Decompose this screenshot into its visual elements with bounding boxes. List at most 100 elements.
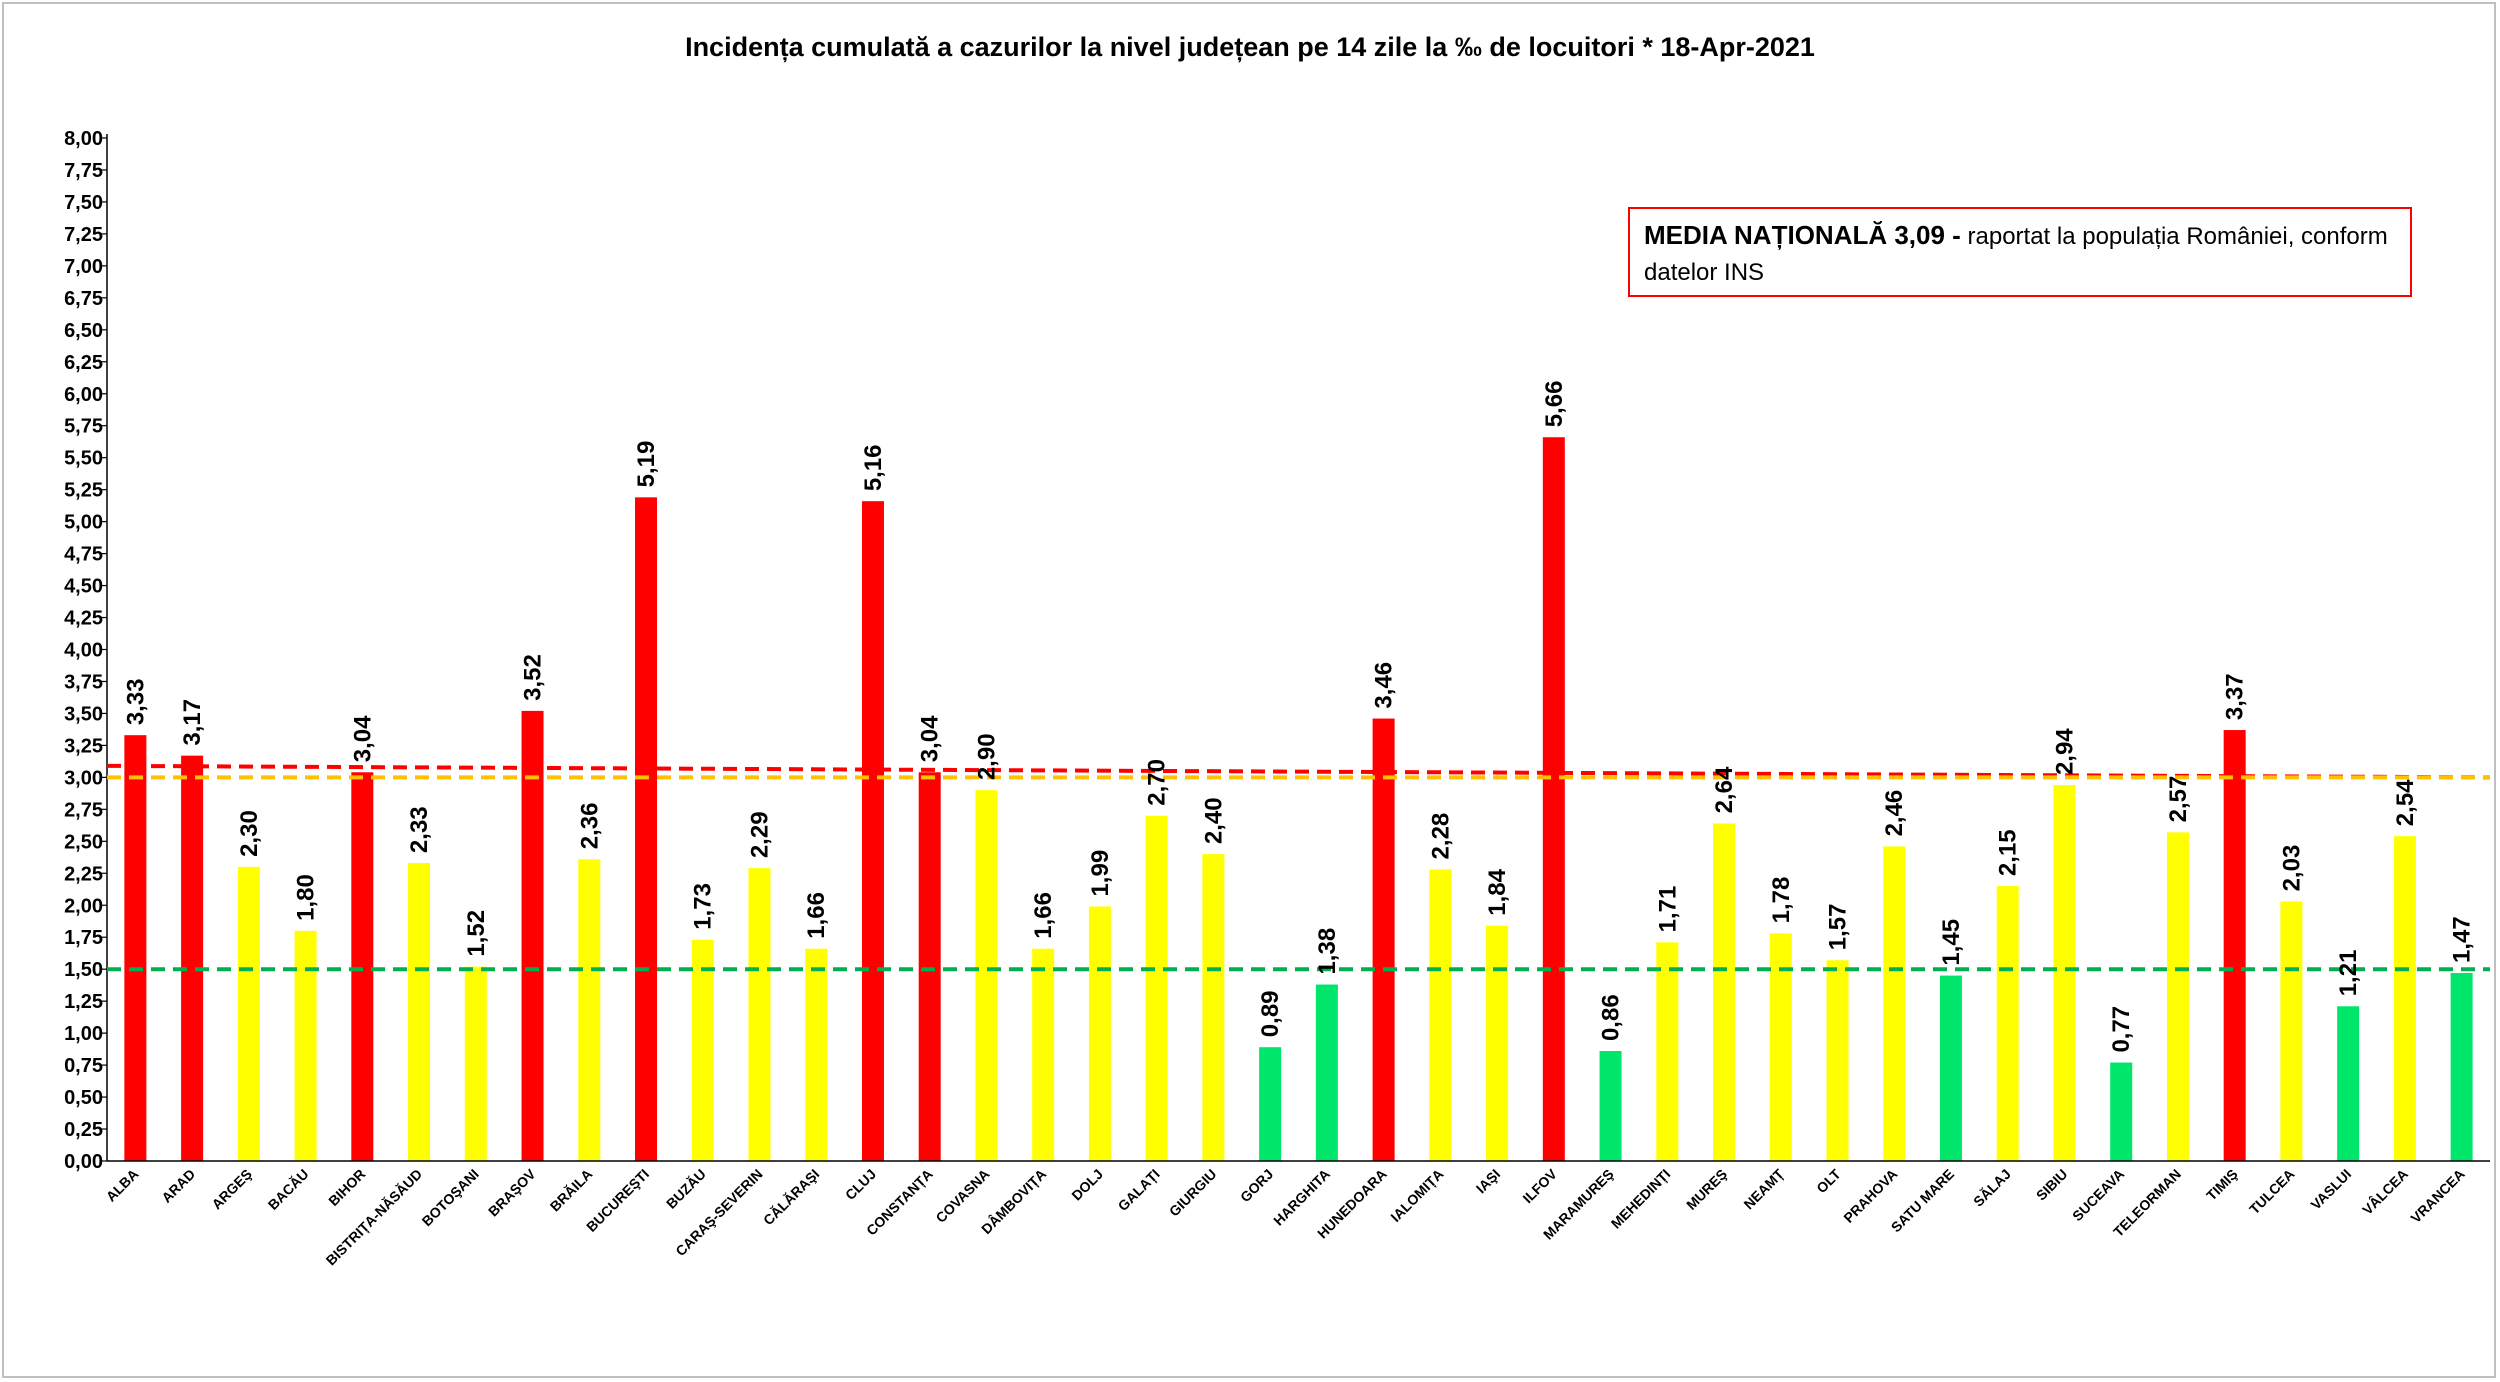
bar-teleorman xyxy=(2166,832,2189,1161)
value-label: 1,78 xyxy=(1768,877,1795,924)
bar-mureş xyxy=(1713,823,1736,1161)
x-tick-label: NEAMȚ xyxy=(1740,1165,1787,1212)
x-tick-label: CLUJ xyxy=(842,1166,879,1203)
y-tick-label: 2,00 xyxy=(64,895,103,917)
x-tick-label: IAŞI xyxy=(1473,1166,1504,1197)
bars xyxy=(124,437,2473,1161)
y-tick-label: 0,00 xyxy=(64,1151,103,1173)
value-label: 1,71 xyxy=(1654,886,1681,933)
value-label: 1,52 xyxy=(463,910,490,957)
value-label: 1,66 xyxy=(803,892,830,939)
bar-cluj xyxy=(861,501,884,1161)
x-tick-label: GALAȚI xyxy=(1115,1166,1163,1214)
bar-maramureş xyxy=(1599,1051,1622,1161)
x-tick-label: ALBA xyxy=(103,1166,142,1205)
x-tick-label: VÂLCEA xyxy=(2358,1165,2411,1218)
bar-bucureşti xyxy=(635,497,658,1161)
value-label: 3,04 xyxy=(349,715,376,762)
value-label: 3,17 xyxy=(179,699,206,746)
x-tick-label: BRAŞOV xyxy=(485,1165,539,1219)
value-label: 2,36 xyxy=(576,802,603,849)
value-label: 2,03 xyxy=(2278,845,2305,892)
y-tick-label: 6,75 xyxy=(64,288,103,310)
y-tick-label: 7,00 xyxy=(64,256,103,278)
bar-bihor xyxy=(351,772,374,1161)
value-label: 2,46 xyxy=(1881,790,1908,837)
bar-ilfov xyxy=(1542,437,1565,1161)
bar-giurgiu xyxy=(1202,854,1225,1161)
x-tick-label: GIURGIU xyxy=(1166,1166,1220,1220)
y-tick-label: 3,50 xyxy=(64,703,103,725)
x-tick-label: TULCEA xyxy=(2246,1166,2297,1217)
x-tick-label: OLT xyxy=(1813,1166,1844,1197)
bar-mehedinți xyxy=(1656,942,1679,1161)
y-tick-label: 0,50 xyxy=(64,1087,103,1109)
x-tick-label: PRAHOVA xyxy=(1840,1166,1900,1226)
y-tick-label: 6,00 xyxy=(64,384,103,406)
reference-lines xyxy=(106,763,2491,972)
y-tick-label: 1,75 xyxy=(64,927,103,949)
chart-title: Incidența cumulată a cazurilor la nivel … xyxy=(685,32,1815,62)
x-tick-label: ARAD xyxy=(158,1166,198,1206)
x-tick-label: BISTRIȚA-NĂSĂUD xyxy=(323,1166,426,1269)
y-tick-label: 3,00 xyxy=(64,767,103,789)
bar-suceava xyxy=(2110,1062,2133,1161)
value-label: 5,66 xyxy=(1541,381,1568,428)
x-tick-label: ILFOV xyxy=(1519,1165,1560,1206)
x-tick-label: DOLJ xyxy=(1068,1166,1106,1204)
x-tick-label: ARGEŞ xyxy=(208,1166,255,1213)
value-label: 1,66 xyxy=(1030,892,1057,939)
y-tick-label: 1,25 xyxy=(64,991,103,1013)
bar-sibiu xyxy=(2053,785,2076,1161)
value-labels: 3,33 3,17 2,30 1,80 3,04 2,33 1,52 3,52 2,36 5,19… xyxy=(122,381,2475,1053)
bar-călăraşi xyxy=(805,948,828,1161)
bar-brăila xyxy=(578,859,601,1161)
bar-tulcea xyxy=(2280,901,2303,1161)
x-tick-label: BACĂU xyxy=(265,1166,312,1213)
bar-prahova xyxy=(1883,846,1906,1161)
bar-dolj xyxy=(1088,906,1111,1161)
y-tick-label: 5,50 xyxy=(64,448,103,470)
x-tick-label: COVASNA xyxy=(932,1166,992,1226)
value-label: 2,40 xyxy=(1200,797,1227,844)
x-tick-label: VRANCEA xyxy=(2407,1166,2467,1226)
bar-caraş-severin xyxy=(748,868,771,1161)
bar-sălaj xyxy=(1996,886,2019,1161)
value-label: 2,30 xyxy=(236,810,263,857)
y-tick-label: 7,75 xyxy=(64,160,103,182)
y-tick-label: 7,50 xyxy=(64,192,103,214)
x-tick-label: MEHEDINȚI xyxy=(1608,1166,1674,1232)
value-label: 0,89 xyxy=(1257,990,1284,1037)
y-tick-label: 4,75 xyxy=(64,544,103,566)
national-average-value: MEDIA NAȚIONALĂ 3,09 - xyxy=(1644,220,1961,250)
y-tick-label: 5,00 xyxy=(64,512,103,534)
value-label: 2,90 xyxy=(973,733,1000,780)
value-label: 5,19 xyxy=(633,441,660,488)
x-tick-label: BUZĂU xyxy=(663,1166,709,1212)
y-tick-label: 2,25 xyxy=(64,863,103,885)
x-tick-label: HARGHITA xyxy=(1270,1166,1333,1229)
value-label: 1,57 xyxy=(1825,904,1852,951)
bar-neamț xyxy=(1769,933,1792,1161)
value-label: 0,86 xyxy=(1598,994,1625,1041)
x-axis: ALBA ARAD ARGEŞ BACĂU BIHORBISTRIȚA-NĂSĂUDBO… xyxy=(103,1160,2490,1269)
bar-harghita xyxy=(1315,984,1338,1161)
value-label: 2,29 xyxy=(746,811,773,858)
y-tick-label: 8,00 xyxy=(64,128,103,150)
x-tick-label: GORJ xyxy=(1237,1166,1276,1205)
value-label: 1,80 xyxy=(293,874,320,921)
x-tick-label: TIMIŞ xyxy=(2203,1166,2241,1204)
value-label: 2,54 xyxy=(2392,779,2419,826)
x-tick-label: VASLUI xyxy=(2307,1166,2354,1213)
y-tick-label: 3,75 xyxy=(64,671,103,693)
bar-botoşani xyxy=(464,966,487,1161)
value-label: 1,47 xyxy=(2449,916,2476,963)
value-label: 1,21 xyxy=(2335,950,2362,997)
y-tick-label: 5,75 xyxy=(64,416,103,438)
bar-braşov xyxy=(521,710,544,1161)
bar-galați xyxy=(1145,815,1168,1161)
value-label: 2,94 xyxy=(2051,728,2078,775)
bar-vâlcea xyxy=(2393,836,2416,1161)
y-tick-label: 1,00 xyxy=(64,1023,103,1045)
